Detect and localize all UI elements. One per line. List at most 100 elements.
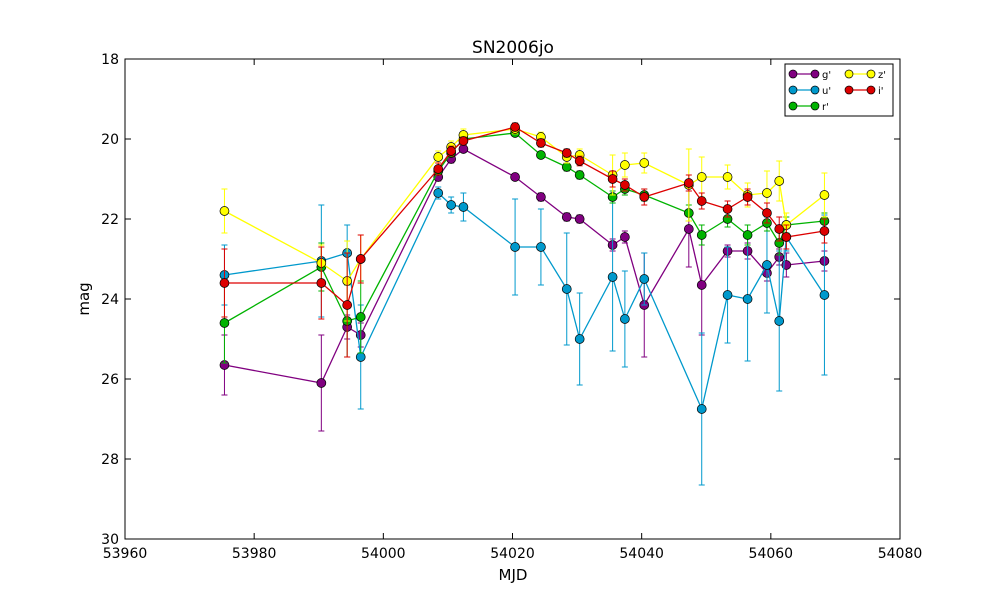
data-point [316, 278, 327, 288]
y-axis-label: mag [75, 282, 93, 315]
x-axis-label: MJD [499, 566, 528, 584]
data-point [819, 226, 830, 236]
x-tick-label: 54020 [490, 546, 535, 562]
data-point [639, 158, 650, 168]
chart-title: SN2006jo [472, 38, 554, 58]
data-point [742, 294, 753, 304]
legend-marker [788, 85, 798, 95]
legend-label: z' [878, 70, 886, 81]
data-point [219, 278, 230, 288]
x-tick-label: 54000 [361, 546, 406, 562]
data-point [510, 172, 520, 182]
plot-area [219, 122, 830, 486]
data-point [316, 378, 327, 388]
data-point [219, 318, 230, 328]
series-line [224, 148, 825, 384]
legend-marker [866, 69, 876, 79]
series-1 [219, 186, 830, 486]
data-point [574, 334, 585, 344]
data-point [574, 156, 585, 166]
legend-marker [844, 85, 854, 95]
data-point [742, 230, 753, 240]
y-tick-label: 30 [101, 532, 119, 548]
data-point [762, 188, 772, 198]
data-point [536, 192, 546, 202]
data-point [722, 290, 733, 300]
data-point [574, 214, 585, 224]
data-point [458, 202, 469, 212]
data-point [536, 150, 546, 160]
legend-label: i' [878, 86, 884, 97]
y-tick-label: 22 [101, 212, 119, 228]
data-point [561, 162, 572, 172]
data-point [458, 136, 469, 146]
data-point [774, 316, 785, 326]
data-point [620, 180, 630, 190]
data-point [819, 290, 830, 300]
x-tick-label: 54060 [749, 546, 794, 562]
data-point [536, 138, 546, 148]
data-point [742, 192, 753, 202]
legend-label: r' [822, 102, 829, 113]
data-point [510, 242, 520, 252]
series-4 [219, 122, 830, 358]
data-point [433, 164, 444, 174]
data-point [620, 160, 630, 170]
x-tick-label: 53960 [103, 546, 148, 562]
legend-marker [866, 85, 876, 95]
y-tick-label: 26 [101, 372, 119, 388]
series-line [224, 132, 825, 324]
legend-label: u' [822, 86, 831, 97]
data-point [574, 170, 585, 180]
legend-item-2: r' [788, 101, 829, 113]
data-point [639, 274, 650, 284]
y-tick-label: 20 [101, 132, 119, 148]
y-tick-label: 18 [101, 52, 119, 68]
data-point [446, 146, 456, 156]
data-point [696, 196, 707, 206]
data-point [781, 232, 792, 242]
legend-item-0: g' [788, 69, 831, 81]
x-tick-label: 54040 [619, 546, 664, 562]
x-tick-label: 54080 [878, 546, 923, 562]
data-point [762, 208, 772, 218]
data-point [561, 212, 572, 222]
data-point [819, 190, 830, 200]
legend: g' u' r' z' i' [784, 63, 894, 117]
legend-marker [810, 85, 820, 95]
data-point [722, 204, 733, 214]
data-point [342, 300, 353, 310]
data-point [696, 280, 707, 290]
legend-item-3: z' [844, 69, 886, 81]
data-point [683, 178, 694, 188]
data-point [561, 284, 572, 294]
legend-item-1: u' [788, 85, 831, 97]
y-tick-label: 24 [101, 292, 119, 308]
x-tick-label: 53980 [232, 546, 277, 562]
data-point [458, 144, 469, 154]
data-point [639, 192, 650, 202]
data-point [620, 314, 630, 324]
legend-marker [788, 69, 798, 79]
data-point [536, 242, 546, 252]
y-tick-label: 28 [101, 452, 119, 468]
data-point [696, 404, 707, 414]
data-point [774, 176, 785, 186]
data-point [561, 148, 572, 158]
data-point [446, 200, 456, 210]
legend-item-4: i' [844, 85, 884, 97]
legend-label: g' [822, 70, 831, 81]
data-point [607, 272, 618, 282]
data-point [722, 172, 733, 182]
data-point [762, 260, 772, 270]
data-point [433, 188, 444, 198]
legend-marker [844, 69, 854, 79]
data-point [355, 254, 366, 264]
data-point [683, 224, 694, 234]
series-line [224, 126, 825, 307]
data-point [620, 232, 630, 242]
data-point [774, 224, 785, 234]
data-point [696, 172, 707, 182]
data-point [607, 174, 618, 184]
